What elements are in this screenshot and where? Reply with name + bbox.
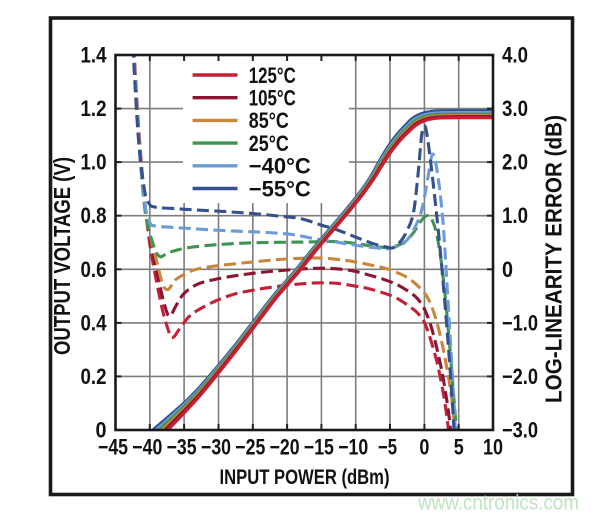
svg-text:−15: −15 xyxy=(304,435,334,460)
svg-text:1.0: 1.0 xyxy=(81,150,107,175)
svg-text:0.8: 0.8 xyxy=(81,203,107,228)
svg-text:−40: −40 xyxy=(132,435,162,460)
svg-text:−30: −30 xyxy=(201,435,231,460)
svg-text:125°C: 125°C xyxy=(249,63,296,88)
svg-text:1.4: 1.4 xyxy=(81,43,108,68)
svg-text:www.cntronics.com: www.cntronics.com xyxy=(417,492,579,515)
svg-text:−5: −5 xyxy=(378,435,397,460)
svg-text:0: 0 xyxy=(502,257,513,282)
svg-text:25°C: 25°C xyxy=(249,131,289,156)
svg-text:−35: −35 xyxy=(167,435,197,460)
svg-text:1.2: 1.2 xyxy=(81,96,107,121)
svg-text:−55°C: −55°C xyxy=(249,176,311,201)
svg-text:−25: −25 xyxy=(235,435,265,460)
svg-text:−45: −45 xyxy=(98,435,128,460)
svg-text:−40°C: −40°C xyxy=(249,154,311,179)
svg-text:105°C: 105°C xyxy=(249,86,296,111)
svg-text:LOG-LINEARITY ERROR (dB): LOG-LINEARITY ERROR (dB) xyxy=(541,115,567,403)
svg-text:1.0: 1.0 xyxy=(502,203,528,228)
svg-text:0.6: 0.6 xyxy=(81,257,107,282)
svg-text:2.0: 2.0 xyxy=(502,150,528,175)
svg-text:OUTPUT VOLTAGE (V): OUTPUT VOLTAGE (V) xyxy=(49,157,75,355)
svg-text:0.2: 0.2 xyxy=(81,364,107,389)
svg-text:5: 5 xyxy=(454,435,464,460)
svg-text:−10: −10 xyxy=(338,435,368,460)
svg-text:4.0: 4.0 xyxy=(502,43,528,68)
svg-text:−3.0: −3.0 xyxy=(502,418,538,443)
svg-text:0.4: 0.4 xyxy=(81,310,108,335)
svg-text:3.0: 3.0 xyxy=(502,96,528,121)
svg-text:0: 0 xyxy=(96,418,107,443)
svg-text:0: 0 xyxy=(419,435,429,460)
svg-text:10: 10 xyxy=(483,435,503,460)
svg-text:INPUT POWER (dBm): INPUT POWER (dBm) xyxy=(220,466,390,489)
svg-text:−20: −20 xyxy=(270,435,300,460)
svg-text:−2.0: −2.0 xyxy=(502,364,538,389)
svg-text:−1.0: −1.0 xyxy=(502,310,538,335)
svg-text:85°C: 85°C xyxy=(249,108,289,133)
